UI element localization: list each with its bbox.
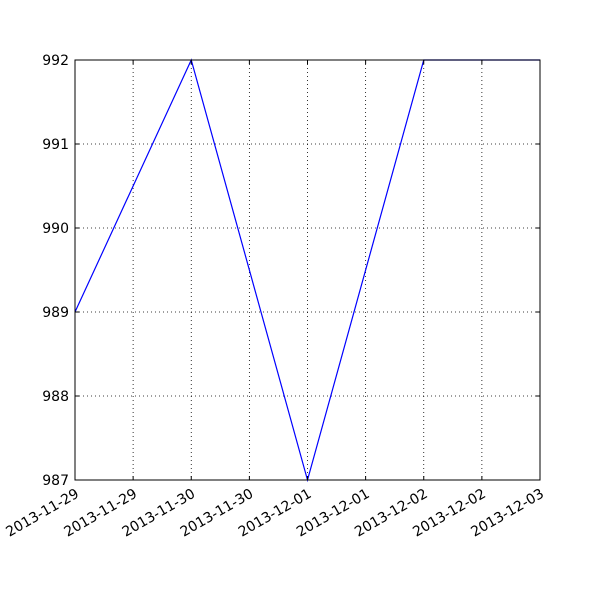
- y-tick-label: 991: [42, 137, 69, 153]
- plot-background: [75, 60, 540, 480]
- plot-area: [75, 60, 540, 480]
- tick-marks: [74, 59, 541, 481]
- y-tick-label: 990: [42, 221, 69, 237]
- y-tick-labels: 987 988 989 990 991 992: [42, 53, 69, 489]
- y-tick-label: 992: [42, 53, 69, 69]
- y-tick-label: 989: [42, 305, 69, 321]
- y-tick-label: 987: [42, 473, 69, 489]
- y-tick-label: 988: [42, 389, 69, 405]
